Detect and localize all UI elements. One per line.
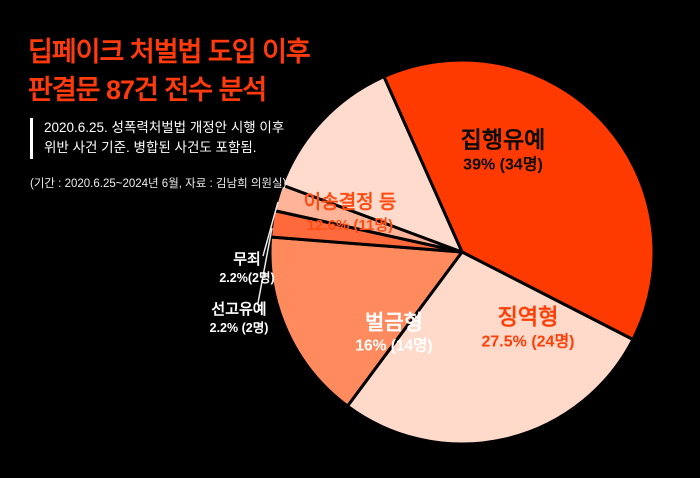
slice-label-fine: 벌금형 16% (14명) xyxy=(355,309,432,356)
slice-value: 16% (14명) xyxy=(355,337,433,355)
source-note: (기간 : 2020.6.25~2024년 6월, 자료 : 김남희 의원실) xyxy=(30,178,287,190)
slice-name: 징역형 xyxy=(497,304,559,330)
slice-label-deferred-sentence: 선고유예 2.2% (2명) xyxy=(210,300,269,336)
leader-line-acquittal xyxy=(262,201,279,257)
slice-name: 선고유예 xyxy=(211,301,267,319)
slice-value: 39% (34명) xyxy=(463,156,543,174)
slice-name: 벌금형 xyxy=(365,311,423,335)
slice-label-suspended-execution: 집행유예 39% (34명) xyxy=(461,126,546,177)
pie-slice-fine xyxy=(268,235,464,408)
slice-label-acquittal: 무죄 2.2%(2명) xyxy=(219,250,274,286)
slice-value: 2.2% (2명) xyxy=(209,320,269,335)
pie-slices xyxy=(268,58,656,446)
chart-subtitle-line2: 위반 사건 기준. 병합된 사건도 포함됨. xyxy=(44,140,257,156)
pie-slice-imprisonment xyxy=(346,250,635,446)
slice-name: 이송결정 등 xyxy=(303,191,397,213)
slice-label-transfer-decision: 이송결정 등 12.6% (11명) xyxy=(304,191,397,235)
slice-value: 2.2%(2명) xyxy=(219,270,275,285)
slice-label-imprisonment: 징역형 27.5% (24명) xyxy=(482,303,575,352)
chart-subtitle: 2020.6.25. 성폭력처벌법 개정안 시행 이후 위반 사건 기준. 병합… xyxy=(30,118,284,159)
chart-subtitle-line1: 2020.6.25. 성폭력처벌법 개정안 시행 이후 xyxy=(44,120,285,135)
slice-value: 12.6% (11명) xyxy=(306,216,394,234)
slice-value: 27.5% (24명) xyxy=(481,332,575,350)
pie-slice-transfer-decision xyxy=(280,75,464,254)
chart-title: 딥페이크 처벌법 도입 이후 판결문 87건 전수 분석 xyxy=(28,34,311,110)
chart-title-line2: 판결문 87건 전수 분석 xyxy=(28,74,267,105)
pie-slice-suspended-execution xyxy=(382,58,656,341)
chart-title-line1: 딥페이크 처벌법 도입 이후 xyxy=(28,37,311,67)
slice-name: 무죄 xyxy=(233,251,261,269)
slice-name: 집행유예 xyxy=(460,126,546,153)
leader-line-deferred-sentence xyxy=(257,227,273,304)
